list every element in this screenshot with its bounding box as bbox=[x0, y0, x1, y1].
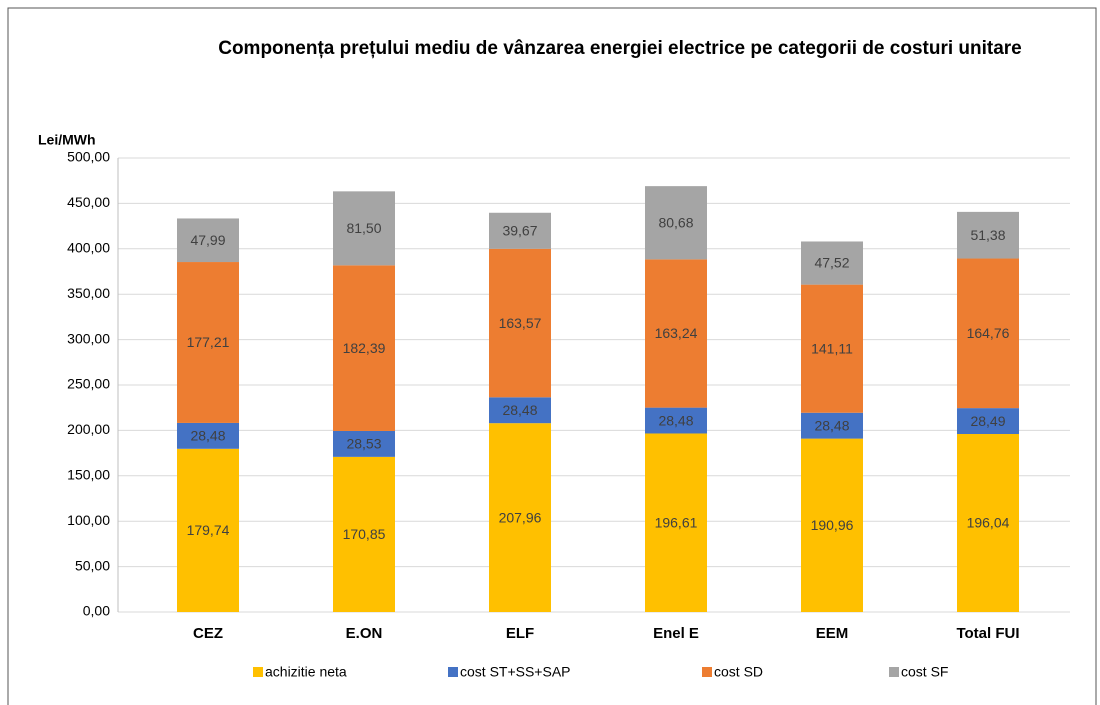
x-tick-label: EEM bbox=[816, 625, 849, 642]
data-label: 28,48 bbox=[502, 402, 537, 418]
y-tick-label: 450,00 bbox=[67, 194, 110, 210]
data-label: 81,50 bbox=[346, 220, 381, 236]
legend-swatch bbox=[253, 667, 263, 677]
data-label: 80,68 bbox=[658, 214, 693, 230]
legend-swatch bbox=[702, 667, 712, 677]
data-label: 170,85 bbox=[343, 526, 386, 542]
data-label: 179,74 bbox=[187, 522, 230, 538]
y-tick-label: 100,00 bbox=[67, 512, 110, 528]
bar-segment bbox=[333, 456, 395, 612]
bar-segment bbox=[957, 433, 1019, 612]
data-label: 177,21 bbox=[187, 334, 230, 350]
bar-segment bbox=[957, 408, 1019, 434]
y-tick-label: 0,00 bbox=[83, 603, 110, 619]
data-label: 196,61 bbox=[655, 514, 698, 530]
bar-segment bbox=[177, 448, 239, 612]
data-label: 163,57 bbox=[499, 315, 542, 331]
data-label: 182,39 bbox=[343, 340, 386, 356]
data-label: 196,04 bbox=[967, 515, 1010, 531]
y-tick-label: 300,00 bbox=[67, 330, 110, 346]
bar-segment bbox=[957, 211, 1019, 259]
legend-swatch bbox=[889, 667, 899, 677]
x-tick-label: Enel E bbox=[653, 625, 699, 642]
bar-segment bbox=[801, 438, 863, 612]
data-label: 28,48 bbox=[814, 417, 849, 433]
bar-segment bbox=[489, 423, 551, 612]
y-tick-label: 200,00 bbox=[67, 421, 110, 437]
legend-label: cost SF bbox=[901, 664, 948, 680]
legend-label: cost ST+SS+SAP bbox=[460, 664, 571, 680]
data-label: 39,67 bbox=[502, 222, 537, 238]
bar-segment bbox=[177, 218, 239, 263]
legend-label: cost SD bbox=[714, 664, 763, 680]
y-tick-label: 350,00 bbox=[67, 285, 110, 301]
bar-segment bbox=[645, 407, 707, 434]
x-tick-label: Total FUI bbox=[956, 625, 1019, 642]
legend-swatch bbox=[448, 667, 458, 677]
x-tick-label: E.ON bbox=[346, 625, 383, 642]
data-label: 28,49 bbox=[970, 413, 1005, 429]
bar-segment bbox=[177, 422, 239, 449]
frame bbox=[7, 7, 1097, 705]
data-label: 163,24 bbox=[655, 325, 698, 341]
bar-segment bbox=[645, 433, 707, 612]
data-label: 51,38 bbox=[970, 227, 1005, 243]
bar-segment bbox=[177, 262, 239, 423]
y-tick-label: 50,00 bbox=[75, 557, 110, 573]
chart-title: Componența prețului mediu de vânzarea en… bbox=[218, 38, 1022, 59]
bar-segment bbox=[333, 430, 395, 457]
bar-segment bbox=[489, 397, 551, 424]
bar-segment bbox=[801, 412, 863, 439]
data-label: 190,96 bbox=[811, 517, 854, 533]
bar-segment bbox=[489, 212, 551, 249]
data-label: 141,11 bbox=[811, 340, 853, 356]
bar-segment bbox=[645, 186, 707, 260]
x-tick-label: CEZ bbox=[193, 625, 223, 642]
bar-segment bbox=[333, 265, 395, 431]
data-label: 207,96 bbox=[499, 509, 542, 525]
data-label: 164,76 bbox=[967, 325, 1010, 341]
x-tick-label: ELF bbox=[506, 625, 534, 642]
y-tick-label: 400,00 bbox=[67, 240, 110, 256]
bar-segment bbox=[957, 258, 1019, 409]
y-tick-label: 500,00 bbox=[67, 149, 110, 165]
data-label: 47,52 bbox=[814, 255, 849, 271]
data-label: 28,53 bbox=[346, 436, 381, 452]
y-axis-label: Lei/MWh bbox=[38, 132, 96, 148]
bar-segment bbox=[801, 284, 863, 413]
data-label: 28,48 bbox=[658, 412, 693, 428]
bar-segment bbox=[801, 241, 863, 285]
legend-label: achizitie neta bbox=[265, 664, 347, 680]
y-tick-label: 250,00 bbox=[67, 376, 110, 392]
data-label: 47,99 bbox=[190, 232, 225, 248]
bar-segment bbox=[333, 191, 395, 266]
bar-segment bbox=[645, 259, 707, 408]
bar-segment bbox=[489, 248, 551, 398]
data-label: 28,48 bbox=[190, 428, 225, 444]
y-tick-label: 150,00 bbox=[67, 467, 110, 483]
